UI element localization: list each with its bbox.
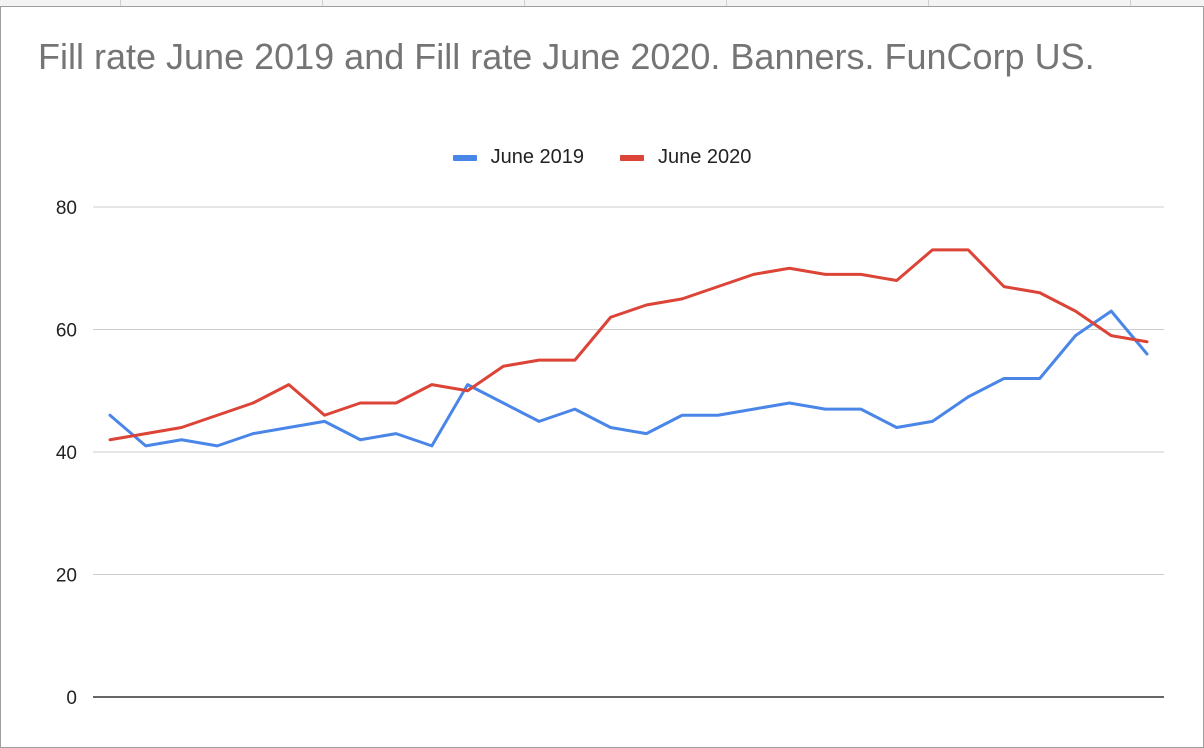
data-point-june-2020-24[interactable] xyxy=(930,248,934,252)
data-point-june-2020-15[interactable] xyxy=(609,315,613,319)
data-point-june-2019-23[interactable] xyxy=(895,426,899,430)
data-point-june-2019-20[interactable] xyxy=(787,401,791,405)
data-point-june-2020-28[interactable] xyxy=(1073,309,1077,313)
y-tick-label-80: 80 xyxy=(56,198,77,219)
data-point-june-2020-8[interactable] xyxy=(358,401,362,405)
legend-item-june-2019[interactable]: June 2019 xyxy=(452,146,584,169)
data-point-june-2020-11[interactable] xyxy=(466,389,470,393)
data-point-june-2019-1[interactable] xyxy=(108,413,112,417)
series-line-june-2020[interactable] xyxy=(108,248,1149,442)
data-point-june-2020-7[interactable] xyxy=(323,413,327,417)
data-point-june-2019-25[interactable] xyxy=(966,395,970,399)
legend-swatch-june-2020 xyxy=(620,154,644,161)
data-point-june-2020-21[interactable] xyxy=(823,272,827,276)
data-point-june-2019-4[interactable] xyxy=(215,444,219,448)
y-tick-label-20: 20 xyxy=(56,566,77,587)
data-point-june-2019-10[interactable] xyxy=(430,444,434,448)
data-point-june-2020-5[interactable] xyxy=(251,401,255,405)
y-tick-label-40: 40 xyxy=(56,443,77,464)
data-point-june-2019-8[interactable] xyxy=(358,438,362,442)
data-point-june-2020-16[interactable] xyxy=(644,303,648,307)
data-point-june-2019-16[interactable] xyxy=(644,432,648,436)
data-point-june-2019-9[interactable] xyxy=(394,432,398,436)
data-point-june-2019-21[interactable] xyxy=(823,407,827,411)
data-point-june-2020-23[interactable] xyxy=(895,279,899,283)
data-point-june-2020-25[interactable] xyxy=(966,248,970,252)
data-point-june-2020-10[interactable] xyxy=(430,383,434,387)
chart-legend[interactable]: June 2019 June 2020 xyxy=(0,146,1204,169)
data-point-june-2019-15[interactable] xyxy=(609,426,613,430)
data-point-june-2019-14[interactable] xyxy=(573,407,577,411)
data-point-june-2020-3[interactable] xyxy=(180,426,184,430)
data-point-june-2020-12[interactable] xyxy=(501,364,505,368)
data-point-june-2019-6[interactable] xyxy=(287,426,291,430)
data-point-june-2019-26[interactable] xyxy=(1002,377,1006,381)
data-point-june-2019-27[interactable] xyxy=(1038,377,1042,381)
chart-container[interactable] xyxy=(0,6,1204,748)
data-point-june-2019-2[interactable] xyxy=(144,444,148,448)
data-point-june-2019-24[interactable] xyxy=(930,419,934,423)
data-point-june-2020-30[interactable] xyxy=(1145,340,1149,344)
data-point-june-2020-9[interactable] xyxy=(394,401,398,405)
data-point-june-2019-12[interactable] xyxy=(501,401,505,405)
data-point-june-2020-19[interactable] xyxy=(752,272,756,276)
data-point-june-2019-18[interactable] xyxy=(716,413,720,417)
data-point-june-2019-13[interactable] xyxy=(537,419,541,423)
data-point-june-2020-18[interactable] xyxy=(716,285,720,289)
data-point-june-2020-4[interactable] xyxy=(215,413,219,417)
data-point-june-2019-19[interactable] xyxy=(752,407,756,411)
data-point-june-2020-29[interactable] xyxy=(1109,334,1113,338)
legend-item-june-2020[interactable]: June 2020 xyxy=(620,146,751,169)
data-point-june-2020-13[interactable] xyxy=(537,358,541,362)
legend-label-june-2020: June 2020 xyxy=(658,146,752,168)
data-point-june-2020-14[interactable] xyxy=(573,358,577,362)
data-point-june-2019-28[interactable] xyxy=(1073,334,1077,338)
legend-label-june-2019: June 2019 xyxy=(490,146,584,168)
data-point-june-2019-7[interactable] xyxy=(323,419,327,423)
data-point-june-2020-2[interactable] xyxy=(144,432,148,436)
data-point-june-2020-27[interactable] xyxy=(1038,291,1042,295)
y-tick-label-0: 0 xyxy=(66,688,77,709)
chart-title: Fill rate June 2019 and Fill rate June 2… xyxy=(38,36,1095,77)
data-point-june-2020-6[interactable] xyxy=(287,383,291,387)
data-point-june-2020-1[interactable] xyxy=(108,438,112,442)
data-point-june-2020-26[interactable] xyxy=(1002,285,1006,289)
data-point-june-2019-30[interactable] xyxy=(1145,352,1149,356)
data-point-june-2020-22[interactable] xyxy=(859,272,863,276)
data-point-june-2019-3[interactable] xyxy=(180,438,184,442)
data-point-june-2020-20[interactable] xyxy=(787,266,791,270)
data-point-june-2019-5[interactable] xyxy=(251,432,255,436)
data-point-june-2019-17[interactable] xyxy=(680,413,684,417)
series-line-june-2019[interactable] xyxy=(108,309,1149,448)
legend-swatch-june-2019 xyxy=(452,154,477,161)
data-point-june-2019-22[interactable] xyxy=(859,407,863,411)
y-tick-label-60: 60 xyxy=(56,321,77,342)
data-point-june-2019-11[interactable] xyxy=(466,383,470,387)
data-point-june-2020-17[interactable] xyxy=(680,297,684,301)
data-point-june-2019-29[interactable] xyxy=(1109,309,1113,313)
